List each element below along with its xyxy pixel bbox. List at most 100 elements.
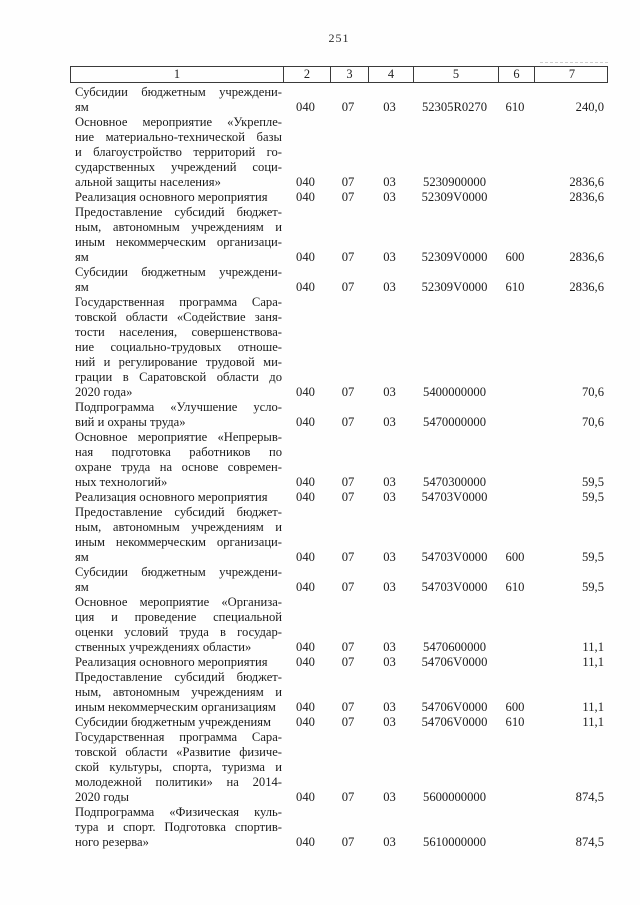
description-line: ного резерва»: [75, 835, 149, 849]
description-line: сударственных учреждений соци-: [75, 160, 282, 174]
code-subsection-cell: 03: [383, 475, 396, 489]
expense-type-cell: [497, 385, 533, 400]
code-subsection-cell: 03: [383, 190, 396, 204]
target-article-cell: 52309V0000: [421, 190, 488, 204]
target-article-cell: 54703V0000: [421, 580, 488, 594]
code-main-cell: 040: [296, 715, 315, 729]
description-line: альной защиты населения»: [75, 175, 221, 189]
header-cell-1: 1: [173, 67, 181, 81]
header-cell-7: 7: [534, 67, 609, 82]
code-subsection-cell: 03: [383, 655, 396, 669]
code-main-cell: 040: [296, 100, 315, 114]
code-section-cell: 07: [341, 490, 355, 504]
code-section-cell: 07: [341, 580, 355, 594]
expense-type-cell: [497, 835, 533, 850]
code-subsection-cell: 03: [383, 640, 396, 654]
description-line: Реализация основного мероприятия: [75, 490, 268, 504]
scan-artifact: [540, 62, 608, 63]
expense-type-cell: 600: [505, 550, 525, 564]
description-line: вий и охраны труда»: [75, 415, 186, 429]
code-subsection-cell: 03: [383, 835, 396, 849]
expense-type-cell: 610: [505, 580, 525, 594]
amount-cell: 2836,6: [569, 175, 604, 189]
row-description: Основное мероприятие «Организа-ция и про…: [70, 595, 282, 655]
table-row: Субсидии бюджетным учреждениям 040 07 03 547…: [70, 715, 608, 730]
description-line: ным, автономным учреждениям и: [75, 220, 282, 234]
description-line: Основное мероприятие «Организа-: [75, 595, 282, 609]
code-subsection-cell: 03: [383, 175, 396, 189]
target-article-cell: 5610000000: [423, 835, 486, 849]
code-main-cell: 040: [296, 475, 315, 489]
amount-cell: 2836,6: [569, 280, 604, 294]
amount-cell: 59,5: [581, 550, 604, 564]
description-line: Подпрограмма «Физическая куль-: [75, 805, 282, 819]
description-line: иным некоммерческим организациям: [75, 700, 276, 714]
code-subsection-cell: 03: [383, 580, 396, 594]
target-article-cell: 52305R0270: [421, 100, 488, 114]
amount-cell: 11,1: [582, 655, 604, 669]
table-body: Субсидии бюджетным учреждени-ям 040 07 03 52…: [70, 85, 608, 850]
expense-type-cell: [497, 790, 533, 805]
description-line: Реализация основного мероприятия: [75, 190, 268, 204]
table-row: Основное мероприятие «Организа-ция и про…: [70, 595, 608, 655]
code-main-cell: 040: [296, 415, 315, 429]
code-section-cell: 07: [341, 835, 355, 849]
row-description: Субсидии бюджетным учреждени-ям: [70, 265, 282, 295]
description-line: ний и регулирование трудовой ми-: [75, 355, 282, 369]
description-line: молодежной политики» на 2014-: [75, 775, 282, 789]
code-main-cell: 040: [296, 835, 315, 849]
header-cell-3: 3: [330, 67, 368, 82]
amount-cell: 11,1: [582, 640, 604, 654]
row-description: Предоставление субсидий бюджет-ным, авто…: [70, 505, 282, 565]
description-line: ям: [75, 280, 89, 294]
description-line: иным некоммерческим организаци-: [75, 235, 282, 249]
description-line: ской культуры, спорта, туризма и: [75, 760, 282, 774]
description-line: Субсидии бюджетным учреждени-: [75, 565, 282, 579]
target-article-cell: 5230900000: [423, 175, 486, 189]
code-main-cell: 040: [296, 490, 315, 504]
code-main-cell: 040: [296, 790, 315, 804]
description-line: ным, автономным учреждениям и: [75, 685, 282, 699]
row-description: Субсидии бюджетным учреждени-ям: [70, 85, 282, 115]
expense-type-cell: 600: [505, 250, 525, 264]
description-line: Реализация основного мероприятия: [75, 655, 268, 669]
description-line: и благоустройство территорий го-: [75, 145, 282, 159]
code-main-cell: 040: [296, 580, 315, 594]
code-subsection-cell: 03: [383, 790, 396, 804]
table-row: Государственная программа Сара-товской о…: [70, 295, 608, 400]
expense-type-cell: [497, 175, 533, 190]
table-row: Основное мероприятие «Укрепле-ние матери…: [70, 115, 608, 190]
code-section-cell: 07: [341, 280, 355, 294]
table-row: Предоставление субсидий бюджет-ным, авто…: [70, 205, 608, 265]
code-section-cell: 07: [341, 100, 355, 114]
description-line: Субсидии бюджетным учреждениям: [75, 715, 271, 729]
description-line: товской области «Содействие заня-: [75, 310, 282, 324]
amount-cell: 874,5: [575, 835, 604, 849]
description-line: тости населения, совершенствова-: [75, 325, 282, 339]
code-section-cell: 07: [341, 790, 355, 804]
description-line: ям: [75, 550, 89, 564]
row-description: Предоставление субсидий бюджет-ным, авто…: [70, 670, 282, 715]
expense-type-cell: [497, 475, 533, 490]
target-article-cell: 5470000000: [423, 415, 486, 429]
row-description: Реализация основного мероприятия: [70, 490, 282, 505]
expense-type-cell: 610: [505, 100, 525, 114]
description-line: ция и проведение специальной: [75, 610, 282, 624]
description-line: оценки условий труда в государ-: [75, 625, 282, 639]
target-article-cell: 5600000000: [423, 790, 486, 804]
row-description: Предоставление субсидий бюджет-ным, авто…: [70, 205, 282, 265]
target-article-cell: 54703V0000: [421, 550, 488, 564]
row-description: Реализация основного мероприятия: [70, 190, 282, 205]
code-section-cell: 07: [341, 190, 355, 204]
table-row: Предоставление субсидий бюджет-ным, авто…: [70, 505, 608, 565]
description-line: ная подготовка работников по: [75, 445, 282, 459]
description-line: 2020 годы: [75, 790, 129, 804]
target-article-cell: 5400000000: [423, 385, 486, 399]
description-line: Государственная программа Сара-: [75, 295, 282, 309]
description-line: иным некоммерческим организаци-: [75, 535, 282, 549]
description-line: ям: [75, 580, 89, 594]
description-line: тура и спорт. Подготовка спортив-: [75, 820, 282, 834]
description-line: Основное мероприятие «Непрерыв-: [75, 430, 282, 444]
amount-cell: 240,0: [575, 100, 604, 114]
